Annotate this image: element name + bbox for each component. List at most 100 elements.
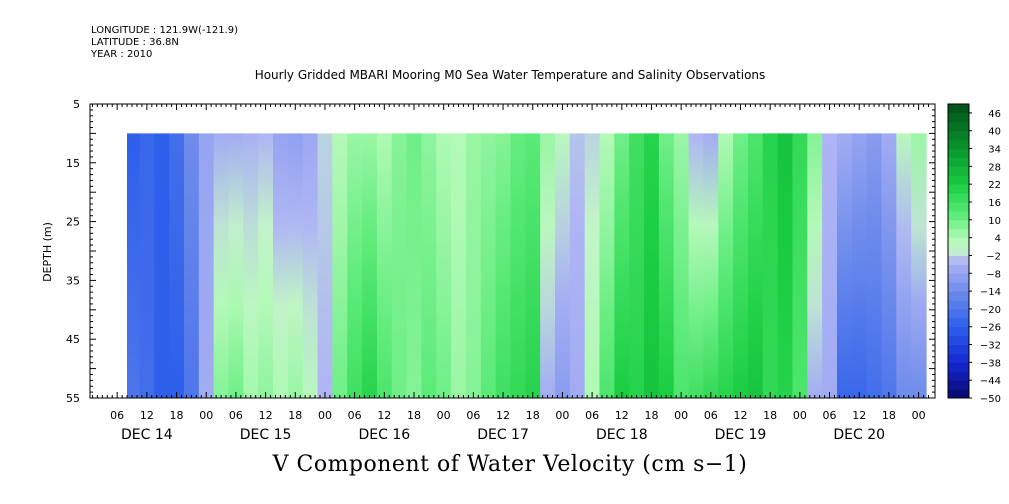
heatmap-strip xyxy=(658,133,675,398)
x-hour-label: 00 xyxy=(437,409,451,422)
colorbar-bin xyxy=(948,255,969,265)
x-hour-label: 00 xyxy=(555,409,569,422)
heatmap-strip xyxy=(451,133,467,398)
colorbar-label: 46 xyxy=(988,109,1001,120)
colorbar-bin xyxy=(948,210,969,221)
colorbar-bin xyxy=(948,380,969,390)
chart-title: Hourly Gridded MBARI Mooring M0 Sea Wate… xyxy=(254,68,766,82)
x-hour-label: 06 xyxy=(229,409,243,422)
colorbar-label: −44 xyxy=(980,376,1001,387)
x-hour-label: 12 xyxy=(615,409,629,422)
colorbar-bin xyxy=(948,362,969,372)
heatmap-strip xyxy=(213,133,230,398)
heatmap-strip xyxy=(362,133,378,398)
colorbar-bin xyxy=(948,148,969,158)
heatmap-strip xyxy=(584,133,601,398)
heatmap-strip xyxy=(198,133,215,398)
heatmap-strip xyxy=(154,133,170,398)
x-hour-label: 06 xyxy=(348,409,362,422)
x-hour-label: 06 xyxy=(110,409,124,422)
colorbar-label: 10 xyxy=(988,216,1001,227)
colorbar-label: 34 xyxy=(988,145,1001,156)
longitude-label: LONGITUDE : 121.9W(-121.9) xyxy=(91,25,238,36)
heatmap-strip xyxy=(243,133,259,398)
x-day-label: DEC 17 xyxy=(477,427,529,443)
colorbar-label: −2 xyxy=(986,251,1001,262)
heatmap-strip xyxy=(332,133,348,398)
x-hour-label: 18 xyxy=(644,409,658,422)
y-tick-label: 5 xyxy=(73,98,80,111)
heatmap-strip xyxy=(436,133,452,398)
colorbar-bin xyxy=(948,202,969,212)
colorbar-bin xyxy=(948,228,969,239)
heatmap-strip xyxy=(807,133,823,398)
y-tick-label: 15 xyxy=(66,157,80,170)
heatmap-strip xyxy=(525,133,541,398)
heatmap-strip xyxy=(406,133,423,398)
x-hour-label: 06 xyxy=(823,409,837,422)
heatmap-strip xyxy=(287,133,304,398)
x-hour-label: 06 xyxy=(466,409,480,422)
y-axis: 5 15 25 35 45 55 xyxy=(66,98,935,405)
y-tick-label: 25 xyxy=(66,216,80,229)
x-hour-label: 18 xyxy=(526,409,540,422)
heatmap-strip xyxy=(733,133,749,398)
colorbar-bin xyxy=(948,157,969,167)
heatmap-strip xyxy=(495,133,512,398)
y-tick-label: 35 xyxy=(66,274,80,287)
heatmap-strip xyxy=(673,133,690,398)
x-hour-label: 12 xyxy=(140,409,154,422)
colorbar-bin xyxy=(948,389,969,399)
colorbar-bin xyxy=(948,184,969,194)
heatmap-strip xyxy=(762,133,779,398)
colorbar-label: −32 xyxy=(980,341,1001,352)
heatmap-field xyxy=(127,133,927,398)
colorbar-bin xyxy=(948,326,969,337)
colorbar-label: 16 xyxy=(988,198,1001,209)
colorbar-bin xyxy=(948,264,969,274)
x-day-label: DEC 19 xyxy=(715,427,767,443)
heatmap-strip xyxy=(258,133,274,398)
colorbar: 46 40 34 28 22 16 10 4 −2 −8 −14 −20 −26 −32 −38 −44 −50 xyxy=(947,103,1001,405)
x-hour-label: 12 xyxy=(734,409,748,422)
heatmap-strip xyxy=(866,133,883,398)
colorbar-bin xyxy=(948,344,969,354)
x-hour-label: 18 xyxy=(763,409,777,422)
heatmap-strip xyxy=(881,133,897,398)
heatmap-strip xyxy=(540,133,556,398)
colorbar-label: −8 xyxy=(986,269,1001,280)
heatmap-strip xyxy=(777,133,794,398)
x-hour-label: 00 xyxy=(674,409,688,422)
colorbar-bin xyxy=(948,335,969,346)
y-axis-title: DEPTH (m) xyxy=(41,222,54,282)
heatmap-strip xyxy=(688,133,704,398)
heatmap-strip xyxy=(183,133,200,398)
heatmap-strip xyxy=(599,133,615,398)
colorbar-bin xyxy=(948,273,969,283)
x-hour-label: 00 xyxy=(199,409,213,422)
colorbar-label: 28 xyxy=(988,162,1001,173)
colorbar-frame xyxy=(947,103,970,399)
latitude-label: LATITUDE : 36.8N xyxy=(91,37,179,48)
heatmap-strip xyxy=(718,133,734,398)
x-hour-label: 12 xyxy=(496,409,510,422)
heatmap-strip xyxy=(421,133,437,398)
colorbar-bin xyxy=(948,121,969,132)
colorbar-label: 40 xyxy=(988,127,1001,138)
heatmap-strip xyxy=(554,133,571,398)
heatmap-strip xyxy=(347,133,363,398)
heatmap-strip xyxy=(614,133,630,398)
colorbar-label: −26 xyxy=(980,323,1001,334)
colorbar-label: 22 xyxy=(988,180,1001,191)
colorbar-bin xyxy=(948,112,969,123)
x-hour-label: 18 xyxy=(407,409,421,422)
colorbar-bin xyxy=(948,139,969,150)
heatmap-strip xyxy=(376,133,393,398)
heatmap-strip xyxy=(228,133,244,398)
heatmap-strip xyxy=(836,133,853,398)
colorbar-bin xyxy=(948,175,969,185)
x-day-label: DEC 15 xyxy=(240,427,292,443)
x-hour-label: 06 xyxy=(585,409,599,422)
colorbar-bin xyxy=(948,371,969,381)
colorbar-bin xyxy=(948,166,969,176)
